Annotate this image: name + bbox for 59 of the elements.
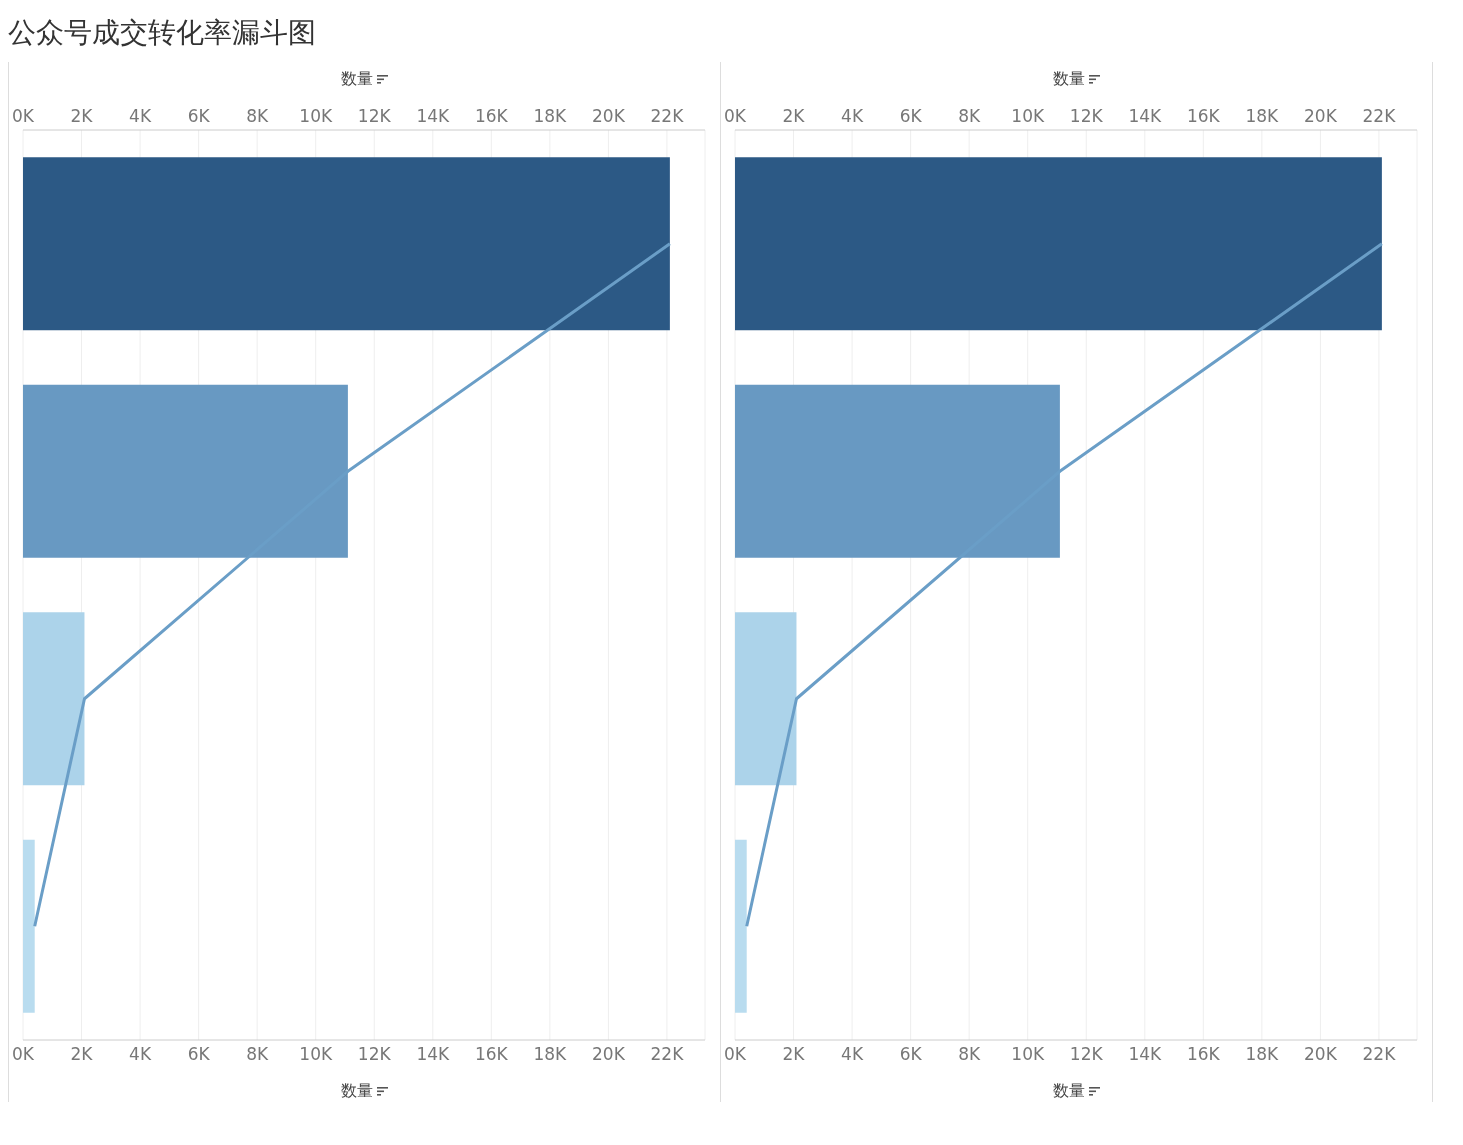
x-tick-label: 10K: [1011, 106, 1045, 126]
x2-tick-label: 20K: [1304, 1044, 1338, 1065]
bar: [23, 839, 35, 1013]
chart-title: 公众号成交转化率漏斗图: [8, 15, 317, 51]
x2-tick-label: 10K: [1011, 1044, 1045, 1065]
x2-tick-label: 8K: [246, 1044, 269, 1065]
x2-tick-label: 2K: [70, 1044, 94, 1065]
x-tick-label: 8K: [246, 106, 269, 126]
x2-tick-label: 8K: [958, 1044, 981, 1065]
x-tick-label: 6K: [899, 106, 923, 126]
x-tick-label: 16K: [1186, 106, 1221, 126]
x2-axis-title: 数量: [1053, 68, 1085, 90]
x-tick-label: 0K: [12, 106, 35, 126]
x-tick-label: 4K: [841, 106, 864, 126]
x2-tick-label: 4K: [129, 1044, 152, 1065]
x-tick-label: 0K: [724, 106, 747, 126]
bar: [23, 612, 85, 786]
x2-tick-label: 14K: [416, 1044, 451, 1065]
x2-tick-label: 20K: [592, 1044, 626, 1065]
x-tick-label: 2K: [70, 106, 94, 126]
x2-tick-label: 0K: [724, 1044, 747, 1065]
x-axis-title: 数量: [1053, 1080, 1085, 1102]
x2-axis-title: 数量: [341, 68, 373, 90]
x-tick-label: 22K: [1362, 106, 1397, 126]
x2-tick-label: 14K: [1128, 1044, 1163, 1065]
x2-tick-label: 16K: [474, 1044, 509, 1065]
x-tick-label: 12K: [357, 106, 392, 126]
x2-tick-label: 18K: [533, 1044, 568, 1065]
x2-tick-label: 16K: [1186, 1044, 1221, 1065]
x-tick-label: 4K: [129, 106, 152, 126]
x-tick-label: 10K: [299, 106, 333, 126]
x2-tick-label: 10K: [299, 1044, 333, 1065]
x-tick-label: 16K: [474, 106, 509, 126]
bar: [735, 839, 747, 1013]
x2-tick-label: 12K: [357, 1044, 392, 1065]
x-tick-label: 18K: [1245, 106, 1280, 126]
x2-tick-label: 6K: [899, 1044, 923, 1065]
x-tick-label: 18K: [533, 106, 568, 126]
x-tick-label: 2K: [782, 106, 806, 126]
x-tick-label: 8K: [958, 106, 981, 126]
x2-tick-label: 6K: [187, 1044, 211, 1065]
x2-tick-label: 0K: [12, 1044, 35, 1065]
x-axis-title: 数量: [341, 1080, 373, 1102]
x2-tick-label: 22K: [1362, 1044, 1397, 1065]
x2-tick-label: 18K: [1245, 1044, 1280, 1065]
x2-tick-label: 2K: [782, 1044, 806, 1065]
x-tick-label: 14K: [416, 106, 451, 126]
x-tick-label: 12K: [1069, 106, 1104, 126]
x2-tick-label: 22K: [650, 1044, 685, 1065]
x-tick-label: 22K: [650, 106, 685, 126]
x-tick-label: 6K: [187, 106, 211, 126]
bar: [735, 612, 797, 786]
x-tick-label: 20K: [592, 106, 626, 126]
x-tick-label: 20K: [1304, 106, 1338, 126]
x-tick-label: 14K: [1128, 106, 1163, 126]
bar: [23, 157, 670, 331]
x2-tick-label: 12K: [1069, 1044, 1104, 1065]
bar: [735, 157, 1382, 331]
x2-tick-label: 4K: [841, 1044, 864, 1065]
